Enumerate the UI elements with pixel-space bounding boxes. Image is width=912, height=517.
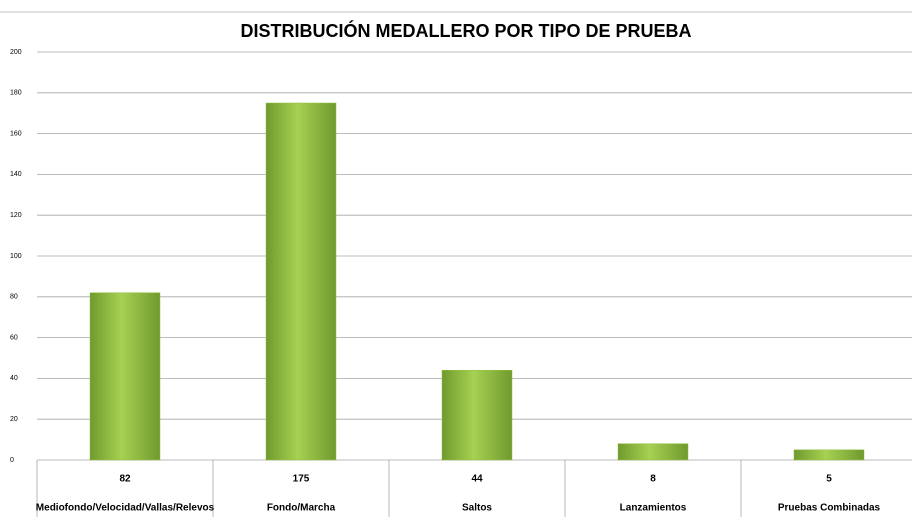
y-tick-label: 200 — [10, 49, 22, 56]
bar — [265, 102, 337, 461]
y-tick-label: 0 — [10, 457, 14, 464]
y-tick-label: 160 — [10, 130, 22, 137]
y-tick-label: 20 — [10, 416, 18, 423]
y-tick-label: 60 — [10, 334, 18, 341]
x-tick-label: Fondo/Marcha — [267, 503, 336, 514]
value-label: 8 — [650, 474, 656, 485]
value-label: 5 — [826, 474, 832, 485]
value-label: 175 — [293, 474, 310, 485]
x-tick-label: Pruebas Combinadas — [778, 503, 881, 514]
y-tick-label: 40 — [10, 375, 18, 382]
bar — [441, 369, 513, 461]
value-label: 44 — [471, 474, 483, 485]
bar — [89, 292, 161, 461]
y-tick-label: 140 — [10, 171, 22, 178]
x-tick-label: Mediofondo/Velocidad/Vallas/Relevos — [36, 503, 215, 514]
x-tick-label: Saltos — [462, 503, 492, 514]
y-tick-label: 180 — [10, 90, 22, 97]
y-tick-label: 120 — [10, 212, 22, 219]
value-label: 82 — [119, 474, 131, 485]
chart-title: DISTRIBUCIÓN MEDALLERO POR TIPO DE PRUEB… — [240, 20, 691, 41]
y-tick-label: 80 — [10, 294, 18, 301]
x-tick-label: Lanzamientos — [620, 503, 687, 514]
y-tick-label: 100 — [10, 253, 22, 260]
bar — [793, 449, 865, 461]
bar — [617, 443, 689, 461]
